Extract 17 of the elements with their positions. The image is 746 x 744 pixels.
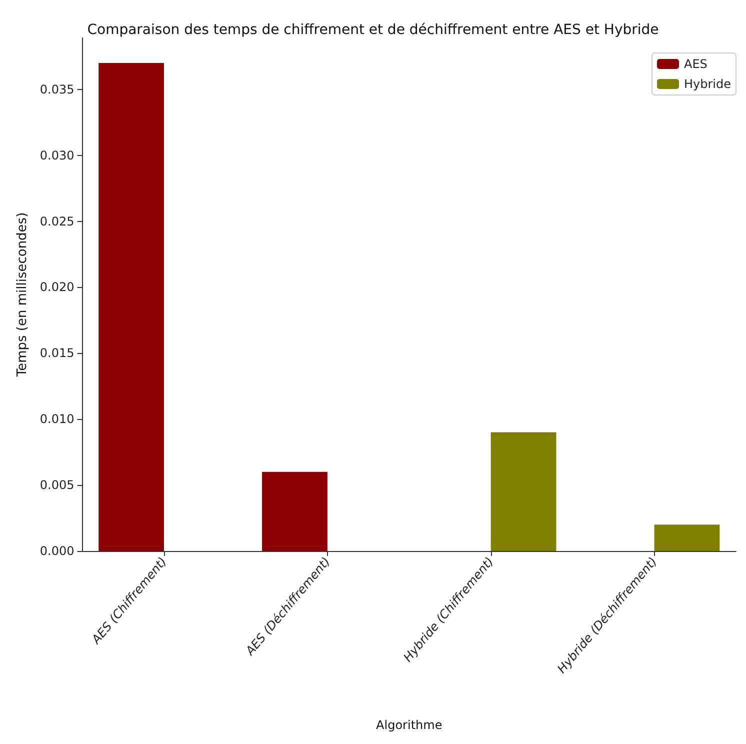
legend-label: AES — [684, 57, 708, 71]
bar — [98, 63, 164, 551]
y-tick-label: 0.005 — [40, 478, 74, 492]
y-tick-label: 0.015 — [40, 346, 74, 360]
bar — [262, 472, 328, 551]
y-tick-label: 0.035 — [40, 82, 74, 96]
bar — [490, 432, 556, 551]
y-axis-title: Temps (en millisecondes) — [15, 212, 30, 378]
x-axis-title: Algorithme — [376, 718, 442, 732]
bar — [654, 524, 720, 551]
y-tick-label: 0.020 — [40, 280, 74, 294]
y-tick-label: 0.030 — [40, 148, 74, 162]
legend-label: Hybride — [684, 77, 732, 91]
y-tick-label: 0.025 — [40, 214, 74, 228]
y-tick-label: 0.010 — [40, 412, 74, 426]
chart-title: Comparaison des temps de chiffrement et de déchiffrement entre AES et Hybride — [87, 22, 659, 38]
y-tick-label: 0.000 — [40, 544, 74, 558]
